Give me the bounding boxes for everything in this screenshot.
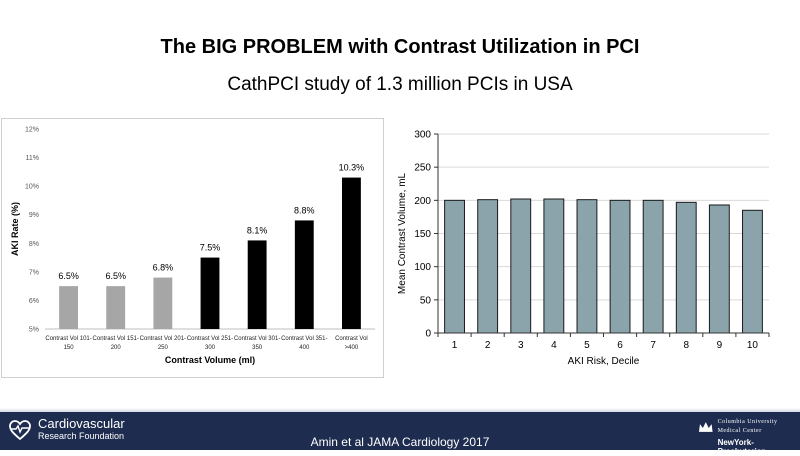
y-tick-label: 6% [29,298,39,305]
bar [543,198,565,334]
x-axis-title: AKI Risk, Decile [568,356,640,367]
columbia-nyp-logo: Columbia University Medical Center NewYo… [698,418,800,456]
y-tick-label: 7% [29,269,39,276]
y-tick-label: 10% [25,184,39,191]
y-tick-label: 8% [29,241,39,248]
y-axis-title: Mean Contrast Volume, mL [397,172,408,294]
bar [247,240,267,329]
data-label: 7.5% [200,243,221,253]
y-tick-label: 50 [420,295,432,306]
data-label: 6.5% [58,271,79,281]
data-label: 8.8% [294,205,315,215]
category-label: Contrast Vol 301- [234,336,280,342]
y-tick-label: 150 [414,229,431,240]
crf-logo-line2: Research Foundation [38,431,125,441]
x-tick-label: 6 [617,340,623,351]
bar [675,201,697,334]
category-label: 200 [111,345,122,351]
footer-bar [0,412,800,450]
bar [294,220,314,329]
bar [642,199,664,334]
category-label: 300 [205,345,216,351]
y-tick-label: 9% [29,212,39,219]
x-axis-title: Contrast Volume (ml) [165,355,255,365]
aki-rate-chart-panel: 5% 6% 7% 8% 9% 10% 11% 12% 6.5% Contrast Vol 101-… [1,118,384,378]
bar [444,199,465,334]
bar [106,286,126,329]
y-tick-label: 100 [414,262,431,273]
bar [59,286,78,329]
y-tick-label: 200 [414,196,431,207]
y-tick-label: 300 [414,130,431,141]
category-label: 400 [299,345,310,351]
category-label: Contrast Vol 151- [93,336,139,342]
x-tick-label: 2 [485,340,491,351]
category-label: Contrast Vol 251- [187,336,233,342]
bar [742,209,763,334]
bar [609,199,631,334]
y-tick-label: 11% [26,155,40,162]
columbia-logo-line2: Medical Center [717,428,762,434]
contrast-volume-chart: 0 50 100 150 200 250 300 1 2 3 4 5 6 7 8 9 10 AKI Risk, D… [397,130,770,367]
crf-logo: Cardiovascular Research Foundation [8,416,125,442]
x-tick-label: 1 [452,340,458,351]
heart-icon [9,420,31,441]
y-tick-label: 0 [425,329,431,340]
category-label: Contrast Vol 101- [45,336,91,342]
x-tick-label: 4 [551,340,557,351]
x-tick-label: 3 [518,340,524,351]
y-tick-label: 250 [414,163,431,174]
data-label: 6.8% [153,263,174,273]
bar [708,204,730,334]
x-tick-label: 5 [584,340,590,351]
bar [576,199,598,334]
citation: Amin et al JAMA Cardiology 2017 [310,435,490,449]
bar [477,199,499,334]
data-label: 6.5% [105,271,126,281]
category-label: >400 [345,345,359,351]
category-label: Contrast Vol [335,336,368,342]
x-tick-label: 7 [650,340,656,351]
y-tick-label: 12% [25,127,39,134]
x-tick-label: 9 [717,340,723,351]
data-label: 8.1% [247,225,268,235]
category-label: 350 [252,345,263,351]
footer-divider [0,408,800,413]
category-label: Contrast Vol 351- [281,336,327,342]
category-label: 150 [64,345,75,351]
nyp-logo-text: NewYork-Presbyterian [717,438,767,456]
y-axis-title: AKI Rate (%) [10,202,20,256]
crf-logo-line1: Cardiovascular [38,416,125,431]
category-label: 250 [158,345,169,351]
contrast-volume-chart-panel: 0 50 100 150 200 250 300 1 2 3 4 5 6 7 8 9 10 AKI Risk, D… [392,118,787,380]
x-tick-label: 8 [683,340,689,351]
aki-rate-chart: 5% 6% 7% 8% 9% 10% 11% 12% 6.5% Contrast Vol 101-… [10,127,375,365]
columbia-logo-line1: Columbia University [717,419,778,425]
slide-subtitle: CathPCI study of 1.3 million PCIs in USA [227,74,573,95]
x-tick-label: 10 [747,340,759,351]
y-tick-label: 5% [29,327,39,334]
bar [153,277,173,329]
category-label: Contrast Vol 201- [140,336,186,342]
crown-icon [698,422,713,432]
bar [510,198,532,334]
data-label: 10.3% [339,163,365,173]
slide-title: The BIG PROBLEM with Contrast Utilizatio… [160,36,640,58]
bar [342,177,361,329]
bar [200,257,220,329]
